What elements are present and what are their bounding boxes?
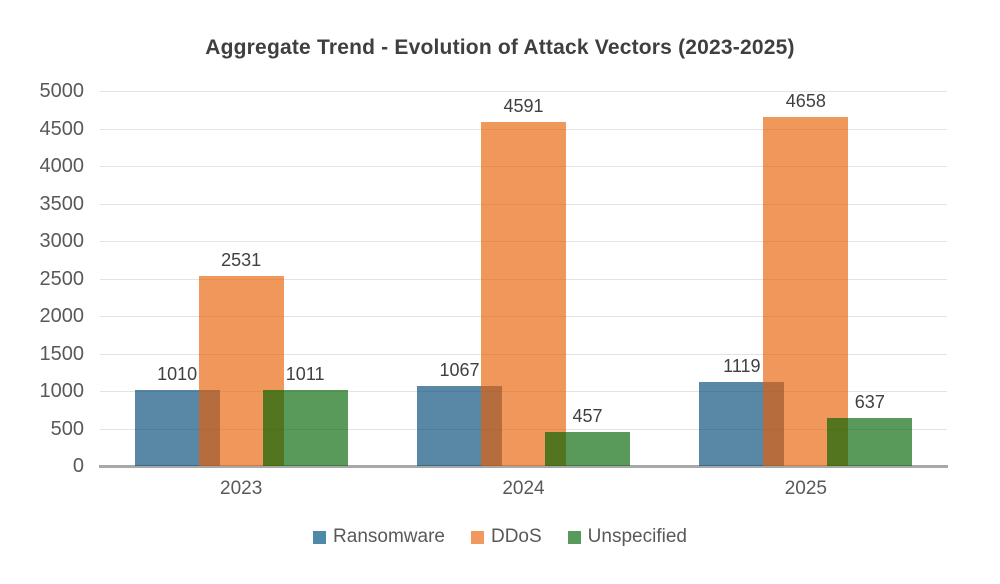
y-tick-label-2500: 2500 <box>39 267 85 290</box>
y-tick-label-500: 500 <box>50 417 84 440</box>
legend-item-unspecified: Unspecified <box>567 526 687 548</box>
bar-value-label-ddos-2024: 4591 <box>503 95 544 116</box>
y-tick-label-3000: 3000 <box>39 230 85 252</box>
y-tick-label-4500: 4500 <box>39 117 85 140</box>
legend-item-ddos: DDoS <box>470 526 542 548</box>
chart-title: Aggregate Trend - Evolution of Attack Ve… <box>205 36 795 59</box>
bar-value-label-ransomware-2024: 1067 <box>439 359 480 380</box>
gridline-5000 <box>100 91 947 92</box>
y-tick-label-0: 0 <box>72 455 84 477</box>
plot-area: 1010 2531 1011 1067 4591 457 1119 4658 637 <box>100 91 947 466</box>
x-category-label-2023: 2023 <box>220 478 263 499</box>
legend-label-ransomware: Ransomware <box>333 526 445 547</box>
bar-value-label-ddos-2023: 2531 <box>221 250 262 271</box>
bar-value-label-unspecified-2023: 1011 <box>285 364 325 385</box>
bar-value-label-unspecified-2025: 637 <box>854 392 885 413</box>
legend-label-unspecified: Unspecified <box>587 526 687 547</box>
bar-ddos-2025 <box>763 116 849 466</box>
legend-swatch-icon-unspecified <box>567 530 581 544</box>
legend-swatch-icon-ransomware <box>313 530 327 544</box>
bar-value-label-ransomware-2023: 1010 <box>157 364 198 385</box>
bar-value-label-unspecified-2024: 457 <box>572 405 603 426</box>
x-category-label-2024: 2024 <box>502 478 545 499</box>
legend: Ransomware DDoS Unspecified <box>0 525 1000 549</box>
y-tick-label-4000: 4000 <box>39 155 85 177</box>
y-tick-label-5000: 5000 <box>39 80 85 102</box>
bar-unspecified-2023 <box>262 390 348 466</box>
legend-swatch-icon-ddos <box>470 530 484 544</box>
y-tick-label-1500: 1500 <box>39 342 85 365</box>
bar-ddos-2024 <box>481 121 566 466</box>
y-tick-label-3500: 3500 <box>39 192 85 215</box>
y-tick-label-2000: 2000 <box>39 305 85 327</box>
x-category-label-2025: 2025 <box>784 478 827 499</box>
bar-value-label-ransomware-2025: 1119 <box>723 356 761 377</box>
x-axis-line <box>99 465 948 468</box>
legend-item-ransomware: Ransomware <box>313 526 445 548</box>
bar-value-label-ddos-2025: 4658 <box>785 90 826 111</box>
bar-unspecified-2025 <box>827 418 913 466</box>
bar-unspecified-2024 <box>545 431 630 466</box>
legend-label-ddos: DDoS <box>490 526 542 547</box>
y-tick-label-1000: 1000 <box>39 380 85 402</box>
